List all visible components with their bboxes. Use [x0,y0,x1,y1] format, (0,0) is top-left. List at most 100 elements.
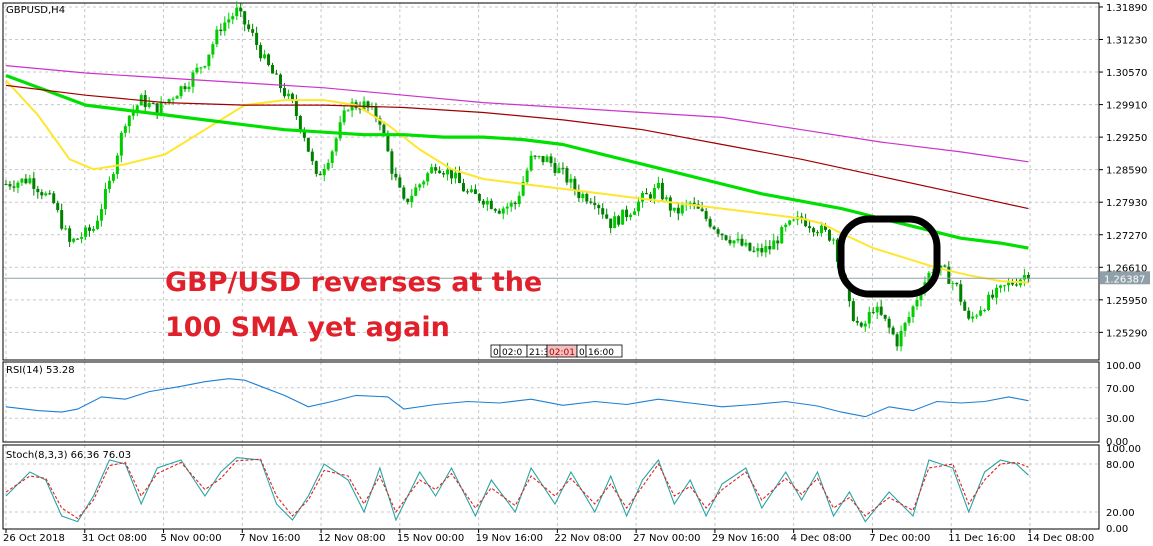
candle-body [863,323,867,327]
candle-body [835,239,839,262]
candle-body [823,225,827,230]
candle-body [700,208,704,212]
price-tick-label: 1.25950 [1106,296,1147,307]
candle-body [239,7,243,12]
candle-body [40,192,44,196]
candle-body [704,211,708,219]
candle-body [955,282,959,285]
candle-body [736,238,740,241]
candle-body [617,216,621,225]
time-tick-label: 4 Dec 08:00 [791,533,852,544]
candle-body [979,310,983,316]
stochastic-axis: 100.00 80.00 20.00 0.00 [1106,444,1141,535]
candle-body [605,214,609,219]
candle-body [127,115,131,127]
candle-body [374,106,378,119]
price-panel-frame [2,2,1100,361]
time-tick-label: 12 Nov 08:00 [318,533,385,544]
candle-body [672,207,676,211]
time-tick-label: 29 Nov 16:00 [712,533,779,544]
ma-line-sma-100 [5,74,1029,250]
rsi-lines [5,378,1029,418]
scroll-indicator[interactable]: 0 02:0 21:3 02:01 0 16:00 [490,344,623,358]
candle-body [827,229,831,241]
price-panel[interactable]: GBPUSD,H4 GBP/USD reverses at the 100 SM… [2,1,1100,361]
candle-body [111,174,115,181]
scroll-indicator-label: 0 [493,348,499,358]
candle-body [664,197,668,200]
candle-body [1022,275,1026,280]
candle-body [644,192,648,195]
ma-line-sma-240 [5,65,1029,163]
candle-body [724,235,728,240]
stochastic-label: Stoch(8,3,3) 66.36 76.03 [6,450,131,461]
candle-body [278,74,282,89]
candle-body [52,193,56,204]
rsi-tick-label: 30.00 [1106,414,1135,425]
time-axis: 26 Oct 2018 31 Oct 08:00 5 Nov 00:00 7 Nov … [3,529,1094,544]
candle-body [903,322,907,331]
candle-body [776,240,780,244]
time-tick-label: 14 Dec 08:00 [1027,533,1094,544]
time-tick-label: 7 Dec 00:00 [869,533,930,544]
candle-body [68,228,72,242]
candle-body [446,169,450,175]
candle-body [99,209,103,221]
candle-body [72,238,76,242]
candle-body [569,178,573,183]
candle-body [84,227,88,237]
candle-body [816,232,820,234]
candle-body [565,168,569,183]
candle-body [215,29,219,45]
candle-body [597,205,601,209]
time-tick-label: 15 Nov 00:00 [397,533,464,544]
candle-body [473,189,477,194]
annotation-line-1: GBP/USD reverses at the [165,267,542,298]
price-tick-label: 1.27930 [1106,198,1147,209]
candle-body [426,173,430,182]
candle-body [545,156,549,163]
candle-body [465,191,469,193]
grid [3,3,1099,529]
candle-body [302,130,306,138]
candle-body [613,216,617,229]
candle-body [637,201,641,212]
candle-body [92,228,96,231]
candle-body [203,66,207,68]
stochastic-lines [5,457,1029,523]
candle-body [342,110,346,123]
stochastic-panel[interactable]: Stoch(8,3,3) 66.36 76.03 [2,444,1100,530]
candle-body [652,188,656,199]
candle-body [740,238,744,246]
candle-body [103,189,107,210]
scroll-indicator-label: 02:01 [549,348,575,358]
rsi-panel[interactable]: RSI(14) 53.28 [2,361,1100,443]
candle-body [171,98,175,100]
rsi-tick-label: 0.00 [1106,437,1128,448]
candle-body [640,192,644,202]
candle-body [676,207,680,214]
candle-body [207,54,211,67]
price-tick-label: 1.31230 [1106,36,1147,47]
time-tick-label: 11 Dec 16:00 [948,533,1015,544]
scroll-indicator-cell[interactable] [585,344,623,358]
candle-body [346,110,350,112]
stochastic-tick-label: 0.00 [1106,524,1128,535]
candle-body [943,265,947,267]
candle-body [716,229,720,234]
candle-body [48,193,52,195]
candle-body [271,65,275,74]
price-tick-label: 1.30570 [1106,68,1147,79]
candle-body [859,322,863,327]
candle-body [410,195,414,203]
candle-body [28,178,32,184]
candle-body [927,272,931,283]
rsi-line [5,378,1029,418]
candle-body [306,137,310,152]
candle-body [855,320,859,323]
candles [4,1,1030,352]
price-tick-label: 1.31890 [1106,3,1147,14]
candle-body [581,193,585,199]
candle-body [243,11,247,25]
candle-body [450,169,454,179]
